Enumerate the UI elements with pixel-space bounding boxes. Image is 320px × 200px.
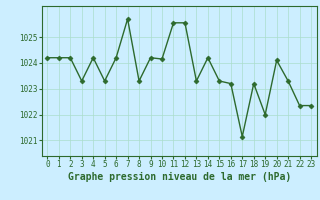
X-axis label: Graphe pression niveau de la mer (hPa): Graphe pression niveau de la mer (hPa) <box>68 172 291 182</box>
